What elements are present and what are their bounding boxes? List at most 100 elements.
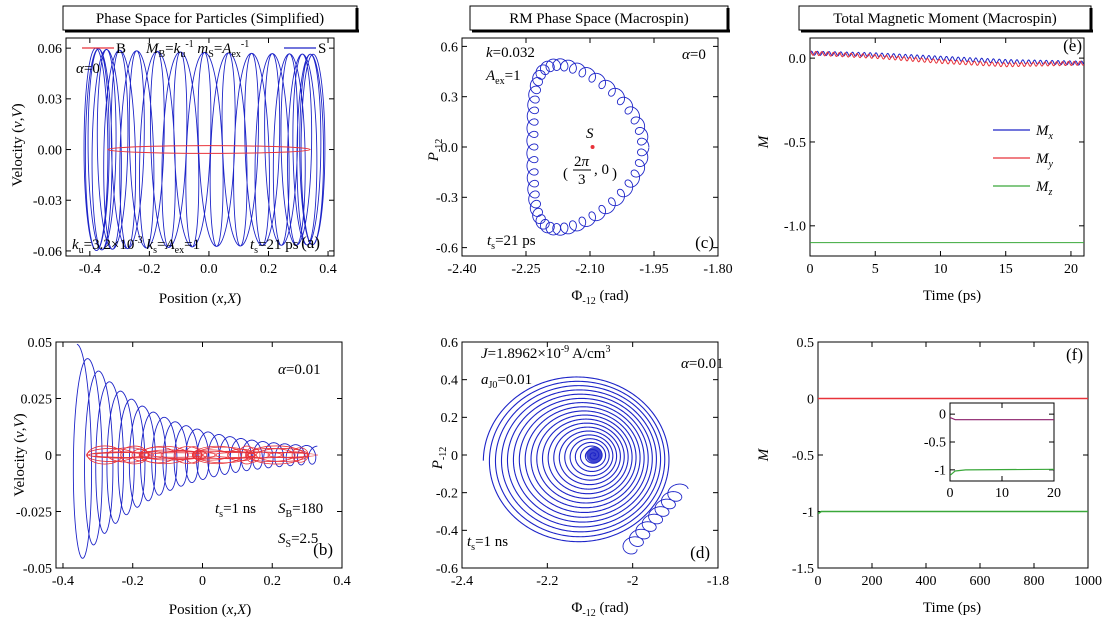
x-tick-label-f: 10 xyxy=(995,486,1009,501)
x-tick-label-e: 15 xyxy=(999,262,1013,277)
panel-a: -0.4 -0.2 0.0 0.2 0.4 -0.06 -0.03 0.00 0.03 0.06 xyxy=(33,37,337,277)
annot-a-ts: ts=21 ps xyxy=(250,237,299,256)
x-tick-label-e: 10 xyxy=(933,262,947,277)
plot-area-d xyxy=(482,376,689,555)
y-tick-label-a: 0.00 xyxy=(38,143,63,158)
annot-d-ts: ts=1 ns xyxy=(467,534,508,553)
legend-a-mid: MB=ku-1 mS=Aex-1 xyxy=(145,39,249,60)
annot-b-SS: SS=2.5 xyxy=(278,531,318,550)
x-tick-label-f: 20 xyxy=(1047,486,1061,501)
panel-e: 0 5 10 15 20 -1.0 -0.5 0.0 xyxy=(784,37,1085,277)
annot-c-Aex: Aex=1 xyxy=(485,68,521,87)
legend-a: B MB=ku-1 mS=Aex-1 S xyxy=(82,39,326,60)
series-a-S xyxy=(83,47,326,252)
y-tick-label-a: 0.03 xyxy=(38,93,63,108)
series-b-B-loop xyxy=(193,449,230,461)
panel-letter-c: (c) xyxy=(695,233,714,252)
series-b-B-loop xyxy=(192,445,243,465)
x-tick-label-c: -1.95 xyxy=(639,262,668,277)
x-tick-label-e: 5 xyxy=(872,262,879,277)
series-b-B-loop xyxy=(248,445,305,465)
series-b-B-loop xyxy=(184,446,203,464)
series-d-spiral xyxy=(482,376,670,543)
y-tick-label-c: -0.6 xyxy=(436,242,458,257)
svg-text:(: ( xyxy=(563,166,568,182)
plot-area-b xyxy=(72,343,318,559)
x-tick-label-a: -0.4 xyxy=(79,262,101,277)
panel-f: 0 200 400 600 800 1000 -1.5 -1 -0.5 0 0.5 0 10 20 -1 -0… xyxy=(792,336,1102,589)
y-tick-label-f: 0 xyxy=(939,408,946,423)
y-tick-label-c: 0.3 xyxy=(441,91,459,106)
series-f-inset-Mz xyxy=(950,468,1054,476)
svg-text:, 0: , 0 xyxy=(594,162,609,178)
series-b-B-loop xyxy=(238,445,256,465)
title-e-box: Total Magnetic Moment (Macrospin) xyxy=(798,5,1093,33)
y-tick-label-f: -1 xyxy=(934,463,946,478)
panel-b: -0.4 -0.2 0 0.2 0.4 -0.05 -0.025 0 0.025 0.05 xyxy=(16,336,351,589)
y-tick-label-b: 0.025 xyxy=(21,392,53,407)
panel-letter-f: (f) xyxy=(1066,345,1083,364)
series-b-B-loop xyxy=(291,447,309,463)
plot-frame-c xyxy=(461,37,719,257)
series-b-B-loop xyxy=(139,445,189,465)
y-tick-label-b: 0 xyxy=(45,449,52,464)
panel-letter-d: (d) xyxy=(690,543,710,562)
y-tick-label-a: 0.06 xyxy=(38,42,63,57)
y-tick-label-d: -0.2 xyxy=(436,487,458,502)
panel-d: -2.4 -2.2 -2 -1.8 -0.6 -0.4 -0.2 0 0.2 0.4 0.6 xyxy=(436,336,729,589)
annot-b-SB: SB=180 xyxy=(278,501,323,520)
x-tick-label-c: -2.25 xyxy=(511,262,540,277)
legend-e: Mx My Mz xyxy=(993,123,1054,198)
y-tick-label-d: -0.4 xyxy=(436,524,458,539)
svg-text:): ) xyxy=(612,166,617,182)
xlabel-a: Position (x,X) xyxy=(159,291,242,307)
y-tick-label-f: -0.5 xyxy=(924,436,946,451)
y-tick-label-a: -0.06 xyxy=(33,245,62,260)
x-tick-label-f: 200 xyxy=(862,574,883,589)
x-tick-label-e: 20 xyxy=(1064,262,1078,277)
y-tick-label-a: -0.03 xyxy=(33,194,62,209)
annot-a-params: ku=3.2×10-3 ks=Aex=1 xyxy=(72,235,200,256)
x-tick-label-f: 400 xyxy=(916,574,937,589)
annot-c-point: ( 2π 3 , 0 ) xyxy=(563,154,617,188)
plot-area-f xyxy=(818,397,1088,515)
y-tick-label-e: -1.0 xyxy=(784,220,806,235)
x-tick-label-a: 0.0 xyxy=(200,262,218,277)
series-b-B-loop xyxy=(194,446,252,464)
series-d-core xyxy=(586,447,603,463)
series-e-My xyxy=(810,50,1084,68)
annot-d-alpha: α=0.01 xyxy=(681,356,724,372)
y-tick-label-e: 0.0 xyxy=(789,52,807,67)
series-b-B-loop xyxy=(214,452,257,458)
x-tick-label-d: -2.2 xyxy=(536,574,558,589)
series-a-B xyxy=(107,145,311,154)
annot-d-J: J=1.8962×10-9 A/cm3 xyxy=(481,344,610,362)
legend-e-label-Mz: Mz xyxy=(1035,179,1053,198)
svg-text:3: 3 xyxy=(578,172,586,188)
y-tick-label-d: -0.6 xyxy=(436,562,458,577)
y-tick-label-e: -0.5 xyxy=(784,136,806,151)
y-tick-label-f: 0 xyxy=(807,392,814,407)
annot-b-alpha: α=0.01 xyxy=(278,362,321,378)
series-b-B-loop xyxy=(280,451,308,459)
annot-c-k: k=0.032 xyxy=(486,45,535,61)
x-tick-label-a: 0.4 xyxy=(319,262,337,277)
xlabel-f: Time (ps) xyxy=(923,600,981,616)
y-tick-label-c: 0.6 xyxy=(441,40,459,55)
ylabel-a: Velocity (v,V) xyxy=(10,103,26,186)
x-tick-label-a: -0.2 xyxy=(138,262,160,277)
legend-e-label-My: My xyxy=(1035,151,1054,170)
series-b-B-loop xyxy=(120,445,149,465)
y-tick-label-d: 0 xyxy=(451,449,458,464)
x-tick-label-d: -2 xyxy=(627,574,639,589)
svg-text:2π: 2π xyxy=(574,154,590,170)
y-tick-label-b: -0.05 xyxy=(23,562,52,577)
x-tick-label-d: -2.4 xyxy=(451,574,473,589)
series-d-tail xyxy=(622,483,689,555)
y-tick-label-d: 0.2 xyxy=(441,411,459,426)
x-tick-label-c: -2.40 xyxy=(447,262,476,277)
x-tick-label-f: 800 xyxy=(1024,574,1045,589)
series-b-B-outer xyxy=(86,451,318,459)
ylabel-d: P-12 xyxy=(430,447,449,471)
series-b-B-loop xyxy=(107,447,150,463)
